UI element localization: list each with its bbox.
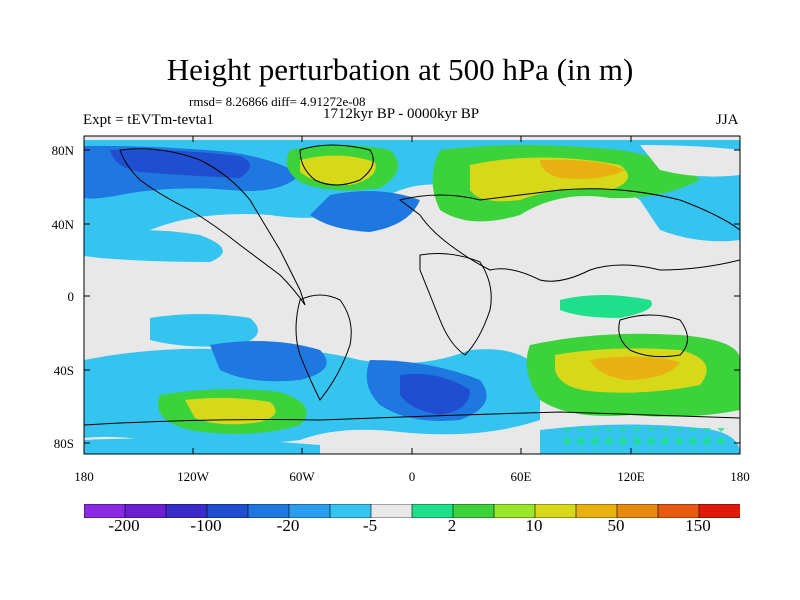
cyan-patch-tropical-pacific xyxy=(150,314,258,347)
colorbar-swatch xyxy=(698,504,740,518)
lon-tick-label: 60W xyxy=(289,469,315,484)
north-america-outline xyxy=(119,148,306,306)
orange-patch-eurasia xyxy=(540,159,625,179)
orange-patch-southindian xyxy=(590,356,680,380)
lon-tick-label: 180 xyxy=(730,469,750,484)
blue-patch-atlantic xyxy=(310,191,420,232)
darkblue-patch-northwest xyxy=(110,149,250,178)
australia-outline xyxy=(618,314,688,358)
tick-marks xyxy=(84,136,740,454)
cyan-patch-pacific xyxy=(640,198,740,242)
cyan-patch-antarctic-west xyxy=(84,438,320,454)
colorbar-label: -100 xyxy=(190,516,222,535)
colorbar-label: -200 xyxy=(108,516,140,535)
africa-outline xyxy=(419,253,492,356)
yellow-patch-greenland xyxy=(300,155,376,185)
south-america-outline xyxy=(295,294,352,401)
darkblue-patch-southatlantic xyxy=(400,374,470,415)
cyan-patch-eastpacific xyxy=(84,230,223,262)
lat-tick-label: 40N xyxy=(51,217,74,232)
lon-tick-label: 120W xyxy=(177,469,209,484)
experiment-label: Expt = tEVTm-tevta1 xyxy=(83,112,214,128)
season-label: JJA xyxy=(716,112,739,128)
speckle-pattern xyxy=(560,428,730,452)
height-field xyxy=(84,136,740,454)
lat-tick-label: 0 xyxy=(67,289,75,304)
neutral-patch-arctic xyxy=(640,145,740,177)
lat-tick-label: 80N xyxy=(51,143,74,158)
lat-tick-label: 40S xyxy=(53,363,74,378)
green-patch-indian xyxy=(560,295,652,318)
colorbar-label: 10 xyxy=(525,516,543,535)
period-label: 1712kyr BP - 0000kyr BP xyxy=(323,106,480,122)
colorbar-label: 2 xyxy=(447,516,457,535)
lon-tick-label: 120E xyxy=(617,469,645,484)
colorbar-label: 150 xyxy=(685,516,711,535)
lon-tick-label: 180 xyxy=(74,469,94,484)
coastlines xyxy=(84,144,740,426)
stats-line: rmsd= 8.26866 diff= 4.91272e-08 xyxy=(189,94,366,109)
colorbar-label: -20 xyxy=(276,516,300,535)
lon-tick-label: 60E xyxy=(510,469,532,484)
eurasia-outline xyxy=(398,188,740,282)
lat-tick-label: 80S xyxy=(53,436,74,451)
map-title: Height perturbation at 500 hPa (in m) xyxy=(166,52,634,87)
lon-tick-label: 0 xyxy=(408,469,416,484)
greenland-outline xyxy=(299,144,374,186)
yellow-patch-southpacific xyxy=(185,397,276,425)
colorbar xyxy=(84,504,740,518)
colorbar-label: -5 xyxy=(362,516,378,535)
antarctica-outline xyxy=(84,411,740,426)
colorbar-label: 50 xyxy=(607,516,625,535)
blue-patch-southpacific xyxy=(210,341,327,382)
